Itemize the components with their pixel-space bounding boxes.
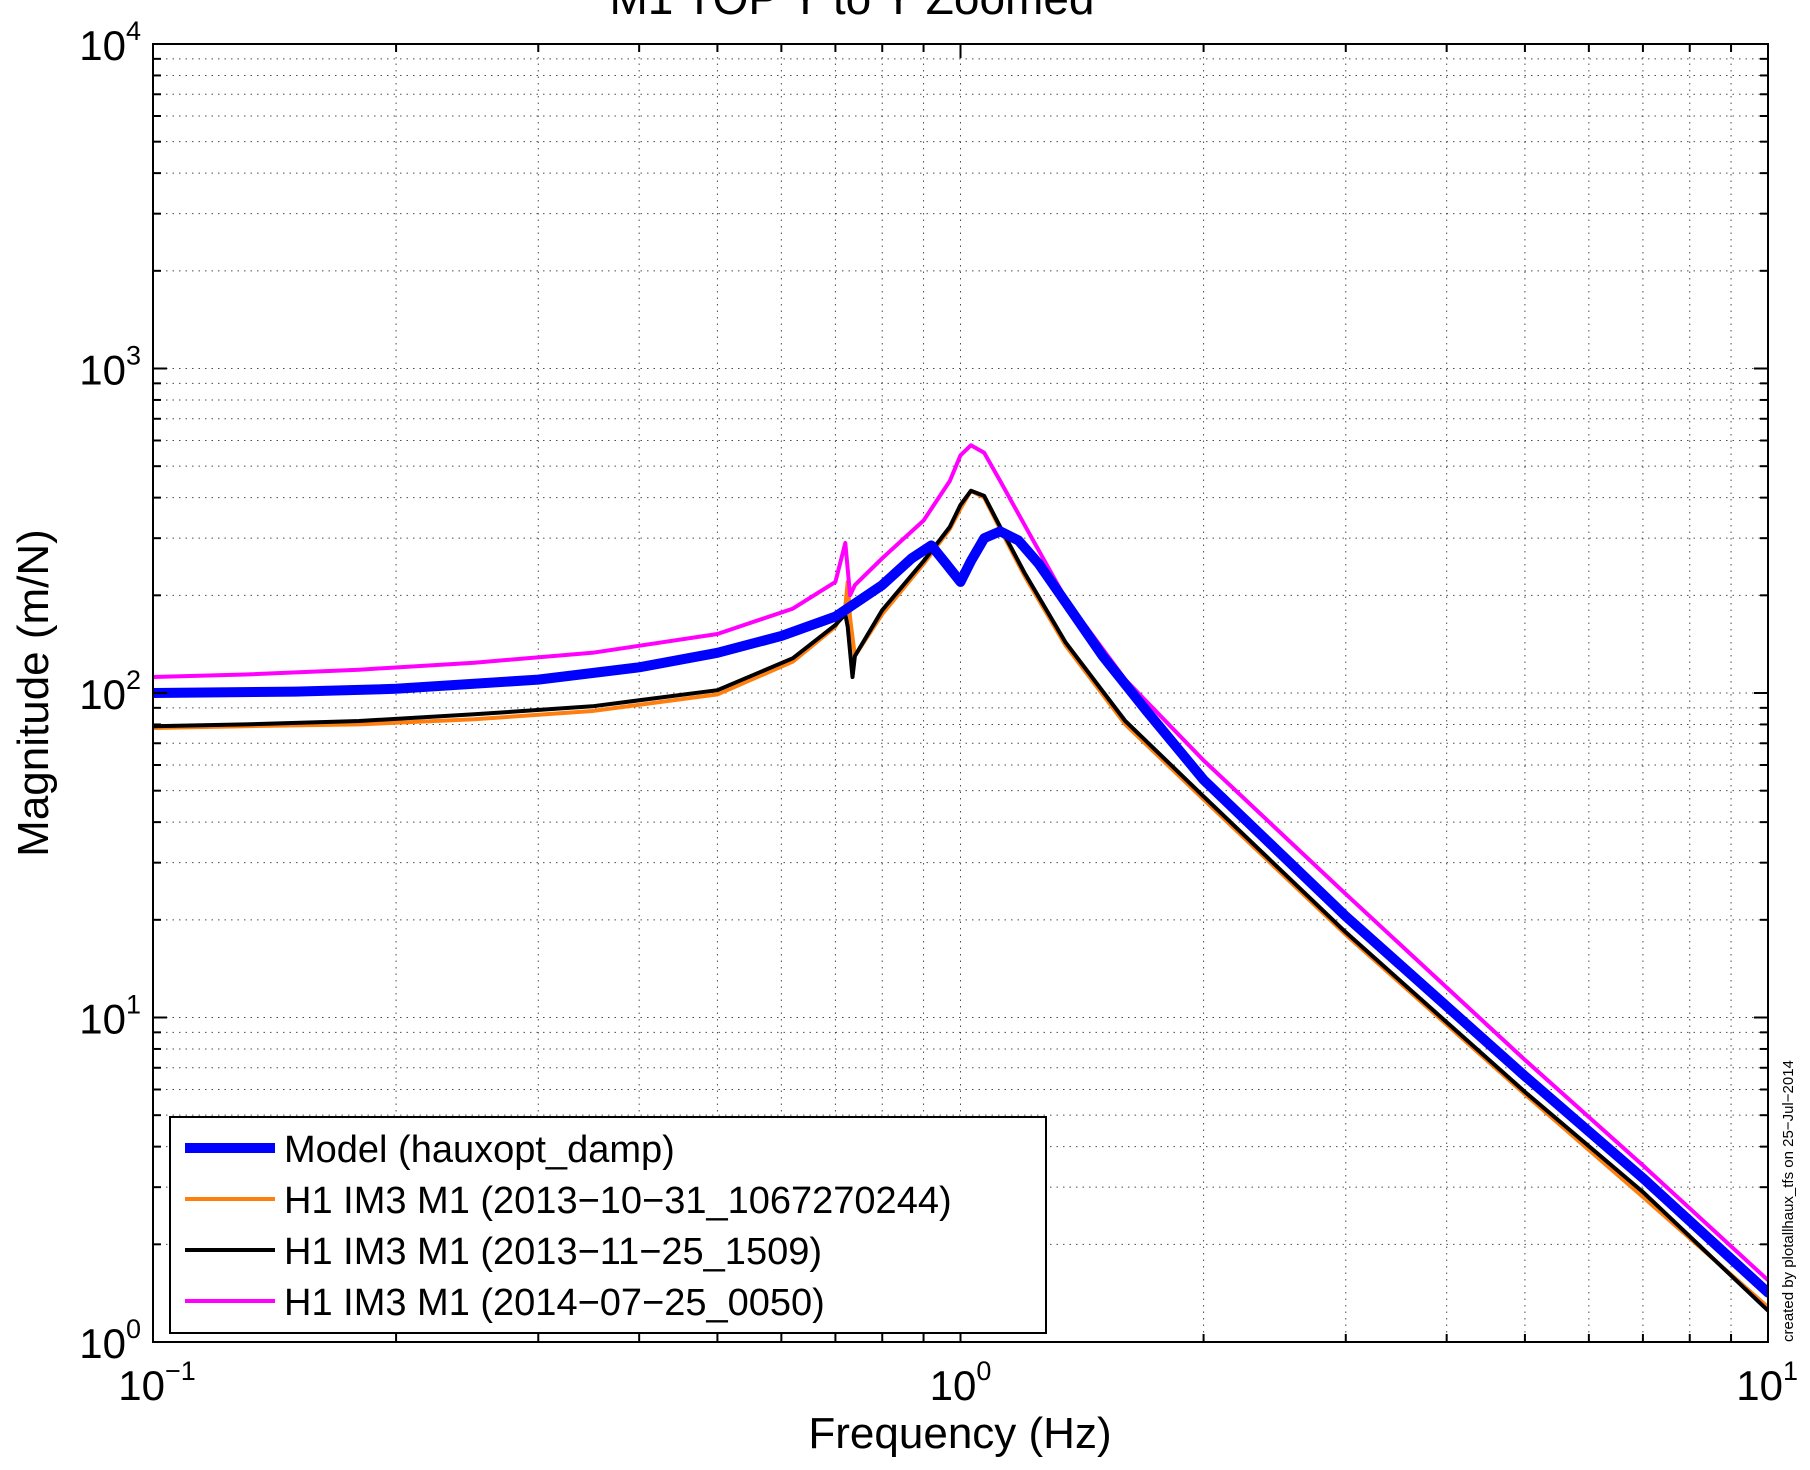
y-tick-label: 100 [79,1314,141,1367]
chart-title: M1 TOP Y to Y Zoomed [609,0,1094,24]
grid-lines [153,44,1768,1342]
legend-box [169,1116,1047,1334]
y-tick-label: 104 [79,16,141,69]
legend: Model (hauxopt_damp) H1 IM3 M1 (2013−10−… [169,1116,1047,1334]
series-layer [153,443,1768,1313]
y-tick-label: 102 [79,665,141,718]
series-line-h1-im3-m1-2014-07-25-0050 [153,443,1768,1283]
y-axis-label: Magnitude (m/N) [9,529,58,857]
legend-label-model: Model (hauxopt_damp) [284,1129,675,1171]
legend-label-h1-2013-11-25: H1 IM3 M1 (2013−11−25_1509) [284,1231,822,1273]
x-tick-label: 100 [930,1356,992,1409]
y-axis-ticks: 100 101 102 103 104 [79,16,1768,1367]
x-tick-label: 10−1 [118,1356,196,1409]
y-tick-label: 103 [79,341,141,394]
series-line-h1-im3-m1-2013-11-25-1509 [153,488,1768,1313]
x-axis-ticks: 10−1 100 101 [118,44,1798,1409]
series-line-model-hauxopt-damp [153,526,1768,1298]
x-axis-label: Frequency (Hz) [808,1409,1111,1458]
legend-label-h1-2014-07-25: H1 IM3 M1 (2014−07−25_0050) [284,1282,825,1324]
x-tick-label: 101 [1736,1356,1798,1409]
creator-annotation: created by plotallhaux_tfs on 25−Jul−201… [1780,1060,1797,1342]
y-tick-label: 101 [79,990,141,1043]
legend-label-h1-2013-10-31: H1 IM3 M1 (2013−10−31_1067270244) [284,1180,952,1222]
